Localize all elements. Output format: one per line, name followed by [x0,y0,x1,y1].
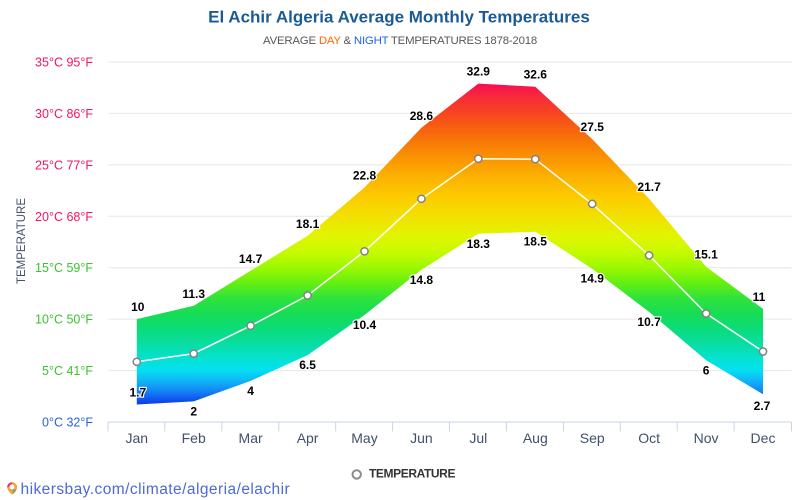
svg-text:25°C 77°F: 25°C 77°F [35,158,93,172]
svg-text:4: 4 [247,384,254,398]
svg-text:10.4: 10.4 [353,318,377,332]
svg-text:El Achir Algeria Average Month: El Achir Algeria Average Monthly Tempera… [208,8,590,27]
svg-text:0°C 32°F: 0°C 32°F [42,416,93,430]
svg-text:Jun: Jun [410,430,433,446]
svg-text:6.5: 6.5 [299,358,316,372]
svg-text:Mar: Mar [239,430,263,446]
svg-text:6: 6 [703,363,710,377]
svg-text:14.9: 14.9 [581,272,605,286]
svg-text:30°C 86°F: 30°C 86°F [35,107,93,121]
svg-text:14.7: 14.7 [239,252,263,266]
svg-text:Dec: Dec [751,430,776,446]
svg-text:hikersbay.com/climate/algeria/: hikersbay.com/climate/algeria/elachir [21,481,291,498]
svg-text:22.8: 22.8 [353,169,377,183]
svg-text:Sep: Sep [580,430,605,446]
svg-text:TEMPERATURE: TEMPERATURE [369,467,455,481]
svg-text:10: 10 [131,300,145,314]
svg-text:AVERAGE DAY & NIGHT TEMPERATUR: AVERAGE DAY & NIGHT TEMPERATURES 1878-20… [263,35,537,47]
svg-text:Nov: Nov [694,430,719,446]
svg-text:32.9: 32.9 [467,65,491,79]
svg-text:May: May [351,430,377,446]
svg-text:10°C 50°F: 10°C 50°F [35,313,93,327]
svg-text:TEMPERATURE: TEMPERATURE [16,198,28,284]
svg-text:27.5: 27.5 [581,120,605,134]
svg-text:Apr: Apr [297,430,319,446]
svg-text:32.6: 32.6 [524,68,548,82]
svg-text:11.3: 11.3 [182,287,205,301]
svg-text:18.1: 18.1 [296,217,320,231]
svg-text:35°C 95°F: 35°C 95°F [35,56,93,70]
svg-text:14.8: 14.8 [410,273,434,287]
svg-text:Feb: Feb [182,430,206,446]
svg-text:15.1: 15.1 [694,248,718,262]
svg-text:18.3: 18.3 [467,237,491,251]
svg-text:5°C 41°F: 5°C 41°F [42,364,93,378]
svg-text:15°C 59°F: 15°C 59°F [35,261,93,275]
svg-text:1.7: 1.7 [129,386,146,400]
svg-text:10.7: 10.7 [637,315,661,329]
svg-text:2.7: 2.7 [754,399,771,413]
svg-text:Oct: Oct [638,430,660,446]
svg-text:2: 2 [190,404,197,418]
svg-text:11: 11 [753,290,766,304]
svg-text:18.5: 18.5 [524,235,548,249]
svg-text:Aug: Aug [523,430,548,446]
svg-text:21.7: 21.7 [637,180,661,194]
svg-text:20°C 68°F: 20°C 68°F [35,210,93,224]
svg-text:Jan: Jan [126,430,149,446]
svg-text:28.6: 28.6 [410,109,434,123]
svg-text:Jul: Jul [469,430,487,446]
